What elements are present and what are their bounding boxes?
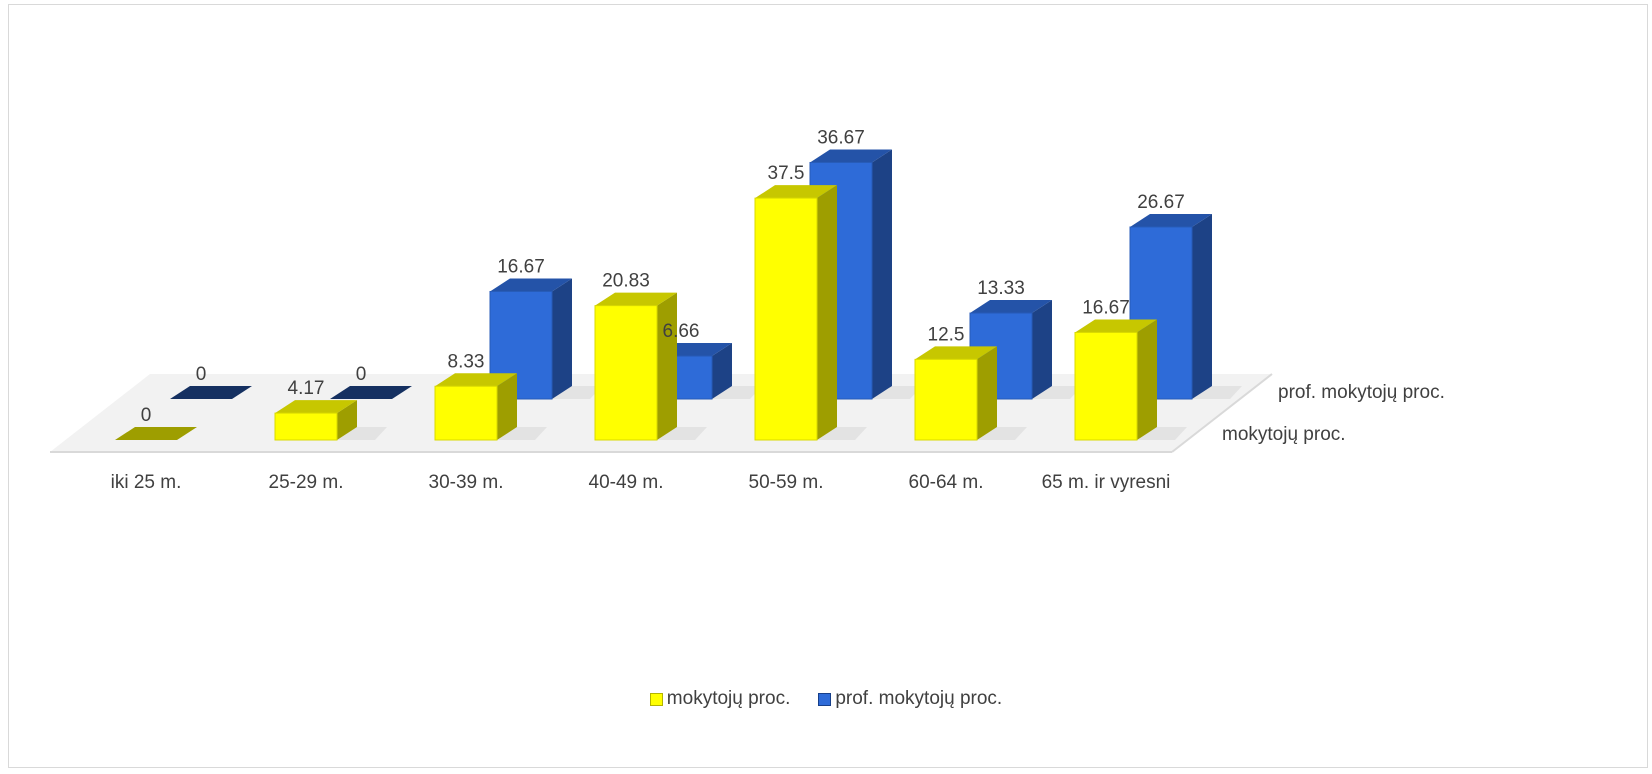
data-label-mokytoju-2: 8.33 xyxy=(448,351,485,372)
legend-swatch-mokytoju xyxy=(649,692,663,706)
bar-mokytoju-4-side xyxy=(817,185,837,440)
bar-mokytoju-6-side xyxy=(1137,319,1157,440)
bar-prof-mokytoju-4-side xyxy=(872,149,892,399)
bar-mokytoju-5 xyxy=(914,358,978,441)
bar-mokytoju-5-top xyxy=(915,346,997,360)
bar-mokytoju-1-top xyxy=(275,400,357,414)
depth-axis-label-0: mokytojų proc. xyxy=(1222,424,1346,445)
bar-mokytoju-1 xyxy=(274,412,338,441)
category-label-6: 65 m. ir vyresni xyxy=(1042,472,1171,493)
bar-prof-mokytoju-5-top xyxy=(970,300,1052,314)
legend-item-prof-mokytoju: prof. mokytojų proc. xyxy=(818,688,1002,710)
bar-mokytoju-4-shadow xyxy=(817,427,867,440)
legend-label-prof-mokytoju: prof. mokytojų proc. xyxy=(835,688,1003,709)
bar-prof-mokytoju-6-top xyxy=(1130,213,1212,227)
bar-prof-mokytoju-5-shadow xyxy=(1032,386,1082,399)
bar-prof-mokytoju-1-top xyxy=(330,386,412,399)
bar-prof-mokytoju-2-top xyxy=(490,278,572,292)
data-label-prof-mokytoju-2: 16.67 xyxy=(497,256,545,277)
bar-mokytoju-6 xyxy=(1074,331,1138,441)
data-label-prof-mokytoju-1: 0 xyxy=(356,364,367,385)
data-label-mokytoju-6: 16.67 xyxy=(1082,297,1130,318)
legend: mokytojų proc. prof. mokytojų proc. xyxy=(0,688,1652,710)
data-label-prof-mokytoju-5: 13.33 xyxy=(977,278,1025,299)
data-label-mokytoju-3: 20.83 xyxy=(602,271,650,292)
data-label-prof-mokytoju-0: 0 xyxy=(196,364,207,385)
depth-axis-label-1: prof. mokytojų proc. xyxy=(1278,382,1445,403)
bar-mokytoju-3-side xyxy=(657,292,677,440)
category-label-1: 25-29 m. xyxy=(269,472,344,493)
bar-prof-mokytoju-3-shadow xyxy=(712,386,762,399)
bar-mokytoju-2-side xyxy=(497,373,517,440)
legend-swatch-prof-mokytoju xyxy=(818,692,832,706)
bar-prof-mokytoju-5-side xyxy=(1032,300,1052,399)
bar-mokytoju-2 xyxy=(434,385,498,441)
bar-mokytoju-1-shadow xyxy=(337,427,387,440)
bar-mokytoju-6-top xyxy=(1075,319,1157,333)
bar-mokytoju-5-side xyxy=(977,346,997,440)
legend-label-mokytoju: mokytojų proc. xyxy=(666,688,791,709)
bar-mokytoju-4 xyxy=(754,197,818,441)
data-label-prof-mokytoju-6: 26.67 xyxy=(1137,192,1185,213)
bar-prof-mokytoju-2-shadow xyxy=(552,386,602,399)
data-label-mokytoju-0: 0 xyxy=(141,405,152,426)
bar-prof-mokytoju-4-shadow xyxy=(872,386,922,399)
bar-prof-mokytoju-0-top xyxy=(170,386,252,399)
bar-mokytoju-6-shadow xyxy=(1137,427,1187,440)
bar-mokytoju-3-top xyxy=(595,292,677,306)
floor-side-edge xyxy=(1171,373,1273,453)
data-label-mokytoju-4: 37.5 xyxy=(768,163,805,184)
category-label-4: 50-59 m. xyxy=(749,472,824,493)
bar-prof-mokytoju-6-shadow xyxy=(1192,386,1242,399)
legend-item-mokytoju: mokytojų proc. xyxy=(649,688,791,710)
category-label-3: 40-49 m. xyxy=(589,472,664,493)
data-label-mokytoju-1: 4.17 xyxy=(288,378,325,399)
bar-prof-mokytoju-4-top xyxy=(810,149,892,163)
bar-mokytoju-1-side xyxy=(337,400,357,440)
bar-mokytoju-0-top xyxy=(115,427,197,440)
data-label-prof-mokytoju-4: 36.67 xyxy=(817,127,865,148)
category-label-0: iki 25 m. xyxy=(111,472,182,493)
bar-mokytoju-3-shadow xyxy=(657,427,707,440)
bar-mokytoju-3 xyxy=(594,305,658,441)
category-label-2: 30-39 m. xyxy=(429,472,504,493)
category-label-5: 60-64 m. xyxy=(909,472,984,493)
bar-mokytoju-2-top xyxy=(435,373,517,387)
data-label-mokytoju-5: 12.5 xyxy=(928,324,965,345)
bar-mokytoju-4-top xyxy=(755,185,837,199)
bar-prof-mokytoju-3-side xyxy=(712,343,732,399)
bar-prof-mokytoju-2-side xyxy=(552,278,572,399)
bar-mokytoju-5-shadow xyxy=(977,427,1027,440)
bar-prof-mokytoju-6-side xyxy=(1192,213,1212,399)
data-label-prof-mokytoju-3: 6.66 xyxy=(663,321,700,342)
bar-mokytoju-2-shadow xyxy=(497,427,547,440)
